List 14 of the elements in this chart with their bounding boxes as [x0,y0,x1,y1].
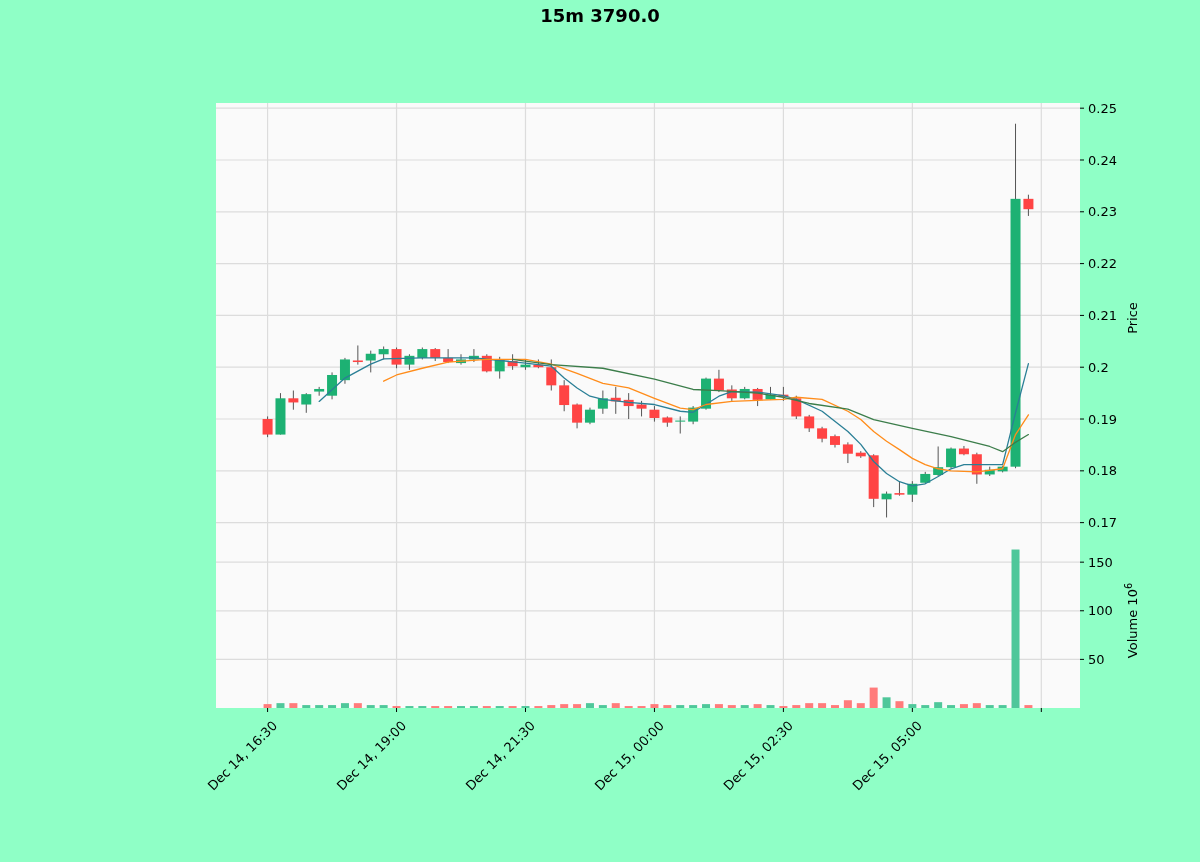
y-tick-label: 100 [1088,603,1113,619]
y-tick-label: 0.17 [1088,515,1117,531]
y-tick-label: 0.19 [1088,411,1117,427]
y-tick-label: 0.23 [1088,204,1117,220]
y-tick-label: 150 [1088,554,1113,570]
y-axis-title: Price [1125,302,1140,334]
chart-title: 15m 3790.0 [540,5,660,26]
y-tick-label: 0.24 [1088,152,1117,168]
y-tick-label: 0.25 [1088,100,1117,116]
y-tick-label: 0.22 [1088,256,1117,272]
y-tick-label: 50 [1088,651,1105,667]
y-tick-label: 0.2 [1088,359,1109,375]
y-tick-label: 0.21 [1088,307,1117,323]
y-tick-label: 0.18 [1088,463,1117,479]
